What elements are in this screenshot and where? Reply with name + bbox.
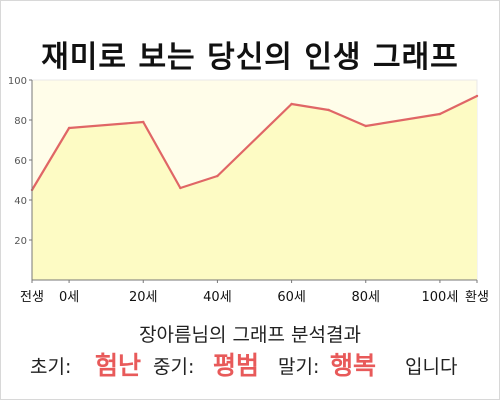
data-point-8 [438, 112, 442, 116]
series-line [31, 95, 478, 191]
area-fill [32, 96, 477, 280]
page-title: 재미로 보는 당신의 인생 그래프 [41, 40, 459, 75]
late-label: 말기: [278, 356, 320, 378]
data-point-5 [290, 102, 293, 106]
area-layer [30, 94, 479, 280]
x-tick-label: 60세 [277, 290, 306, 305]
x-tick-label: 80세 [351, 290, 380, 305]
x-tick-group: 전생 0세 20세 40세 60세 80세 100세 환생 [20, 280, 489, 305]
x-tick-label: 20세 [129, 290, 158, 305]
early-label: 초기: [30, 356, 72, 378]
data-point-7 [364, 124, 367, 128]
y-tick-group: 20 40 60 80 100 [8, 76, 32, 247]
closing-text: 입니다 [405, 356, 458, 378]
x-tick-label: 환생 [465, 290, 489, 305]
x-tick-label: 100세 [422, 290, 459, 305]
data-point-9 [475, 94, 479, 98]
data-point-2 [142, 120, 145, 124]
y-tick-label: 100 [8, 76, 27, 87]
y-tick-label: 20 [14, 236, 27, 247]
y-tick-label: 60 [14, 156, 27, 167]
middle-value: 평범 [213, 351, 260, 380]
summary-result: 초기: 험난 중기: 평범 말기: 행복 입니다 [0, 346, 500, 380]
data-point-3 [179, 186, 182, 190]
y-tick-label: 40 [14, 196, 27, 207]
late-value: 행복 [330, 351, 377, 380]
x-tick-label: 40세 [203, 290, 232, 305]
data-point-6 [327, 108, 330, 112]
summary-heading: 장아름님의 그래프 분석결과 [139, 324, 361, 346]
x-tick-label: 0세 [59, 290, 79, 305]
x-tick-label: 전생 [20, 290, 44, 305]
data-point-4 [216, 174, 219, 178]
early-value: 험난 [95, 351, 142, 380]
data-point-1 [67, 126, 71, 130]
y-tick-label: 80 [14, 116, 27, 127]
middle-label: 중기: [153, 356, 195, 378]
